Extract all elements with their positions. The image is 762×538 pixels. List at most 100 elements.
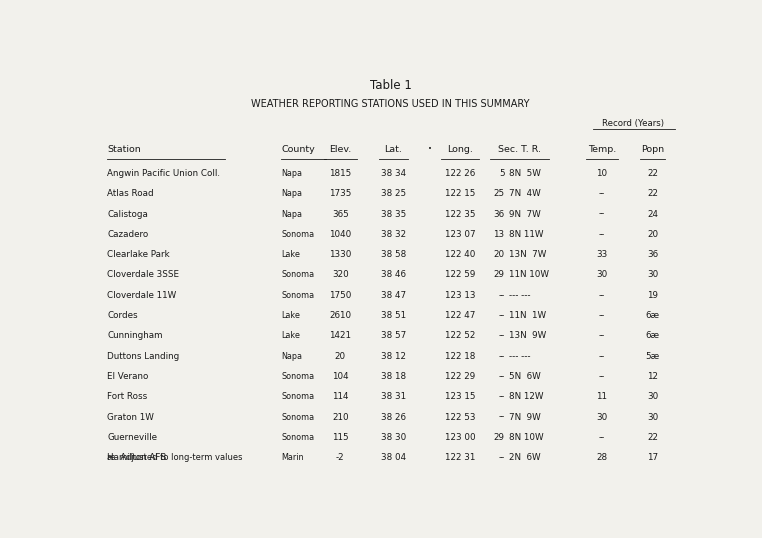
- Text: Napa: Napa: [281, 169, 303, 178]
- Text: Marin: Marin: [281, 453, 304, 462]
- Text: Sonoma: Sonoma: [281, 230, 315, 239]
- Text: 6æ: 6æ: [645, 311, 660, 320]
- Text: Cloverdale 3SSE: Cloverdale 3SSE: [107, 271, 179, 279]
- Text: 122 35: 122 35: [445, 209, 475, 218]
- Text: 36: 36: [493, 209, 504, 218]
- Text: 30: 30: [647, 413, 658, 422]
- Text: 38 30: 38 30: [381, 433, 406, 442]
- Text: 1040: 1040: [329, 230, 351, 239]
- Text: 20: 20: [335, 352, 346, 360]
- Text: Angwin Pacific Union Coll.: Angwin Pacific Union Coll.: [107, 169, 220, 178]
- Text: 11N 10W: 11N 10W: [509, 271, 549, 279]
- Text: 38 18: 38 18: [381, 372, 406, 381]
- Text: --: --: [498, 331, 504, 341]
- Text: 1421: 1421: [329, 331, 351, 341]
- Text: 1750: 1750: [329, 291, 351, 300]
- Text: 122 59: 122 59: [445, 271, 475, 279]
- Text: Hamilton AFB: Hamilton AFB: [107, 453, 166, 462]
- Text: 2N  6W: 2N 6W: [509, 453, 540, 462]
- Text: 210: 210: [332, 413, 349, 422]
- Text: Napa: Napa: [281, 209, 303, 218]
- Text: 19: 19: [647, 291, 658, 300]
- Text: 8N 12W: 8N 12W: [509, 392, 543, 401]
- Text: Lake: Lake: [281, 331, 300, 341]
- Text: 25: 25: [493, 189, 504, 198]
- Text: 17: 17: [647, 453, 658, 462]
- Text: --: --: [498, 392, 504, 401]
- Text: --: --: [599, 230, 605, 239]
- Text: 11: 11: [597, 392, 607, 401]
- Text: 5: 5: [499, 169, 504, 178]
- Text: Clearlake Park: Clearlake Park: [107, 250, 170, 259]
- Text: 38 26: 38 26: [381, 413, 406, 422]
- Text: --: --: [599, 209, 605, 218]
- Text: County: County: [281, 145, 315, 154]
- Text: 9N  7W: 9N 7W: [509, 209, 540, 218]
- Text: 5æ: 5æ: [645, 352, 660, 360]
- Text: Long.: Long.: [447, 145, 473, 154]
- Text: --: --: [498, 453, 504, 462]
- Text: 122 53: 122 53: [445, 413, 475, 422]
- Text: 122 31: 122 31: [445, 453, 475, 462]
- Text: 38 58: 38 58: [381, 250, 406, 259]
- Text: 365: 365: [332, 209, 349, 218]
- Text: 11N  1W: 11N 1W: [509, 311, 546, 320]
- Text: 122 47: 122 47: [445, 311, 475, 320]
- Text: 2610: 2610: [329, 311, 351, 320]
- Text: 38 12: 38 12: [381, 352, 406, 360]
- Text: 104: 104: [332, 372, 349, 381]
- Text: --: --: [599, 311, 605, 320]
- Text: 1330: 1330: [329, 250, 351, 259]
- Text: Sonoma: Sonoma: [281, 291, 315, 300]
- Text: Cordes: Cordes: [107, 311, 138, 320]
- Text: --: --: [498, 372, 504, 381]
- Text: Guerneville: Guerneville: [107, 433, 157, 442]
- Text: 7N  4W: 7N 4W: [509, 189, 540, 198]
- Text: Sonoma: Sonoma: [281, 271, 315, 279]
- Text: 20: 20: [493, 250, 504, 259]
- Text: 8N 11W: 8N 11W: [509, 230, 543, 239]
- Text: 7N  9W: 7N 9W: [509, 413, 540, 422]
- Text: 123 15: 123 15: [445, 392, 475, 401]
- Text: 5N  6W: 5N 6W: [509, 372, 540, 381]
- Text: --: --: [498, 291, 504, 300]
- Text: 38 31: 38 31: [381, 392, 406, 401]
- Text: 38 25: 38 25: [381, 189, 406, 198]
- Text: --: --: [498, 413, 504, 422]
- Text: --: --: [599, 433, 605, 442]
- Text: 38 51: 38 51: [381, 311, 406, 320]
- Text: •: •: [428, 146, 432, 152]
- Text: 6æ: 6æ: [645, 331, 660, 341]
- Text: 22: 22: [647, 433, 658, 442]
- Text: 38 57: 38 57: [381, 331, 406, 341]
- Text: --: --: [498, 352, 504, 360]
- Text: 28: 28: [597, 453, 607, 462]
- Text: 13N  9W: 13N 9W: [509, 331, 546, 341]
- Text: Cazadero: Cazadero: [107, 230, 149, 239]
- Text: 123 00: 123 00: [445, 433, 475, 442]
- Text: 38 47: 38 47: [381, 291, 406, 300]
- Text: 38 34: 38 34: [381, 169, 406, 178]
- Text: Sonoma: Sonoma: [281, 413, 315, 422]
- Text: 30: 30: [597, 413, 607, 422]
- Text: 30: 30: [647, 271, 658, 279]
- Text: Temp.: Temp.: [588, 145, 616, 154]
- Text: 38 46: 38 46: [381, 271, 406, 279]
- Text: 8N  5W: 8N 5W: [509, 169, 540, 178]
- Text: 10: 10: [597, 169, 607, 178]
- Text: Station: Station: [107, 145, 141, 154]
- Text: 1735: 1735: [329, 189, 351, 198]
- Text: 122 15: 122 15: [445, 189, 475, 198]
- Text: --: --: [599, 372, 605, 381]
- Text: 123 13: 123 13: [445, 291, 475, 300]
- Text: Elev.: Elev.: [329, 145, 351, 154]
- Text: Calistoga: Calistoga: [107, 209, 148, 218]
- Text: Cunningham: Cunningham: [107, 331, 162, 341]
- Text: 12: 12: [647, 372, 658, 381]
- Text: --: --: [599, 331, 605, 341]
- Text: 30: 30: [647, 392, 658, 401]
- Text: 36: 36: [647, 250, 658, 259]
- Text: Lake: Lake: [281, 250, 300, 259]
- Text: 122 40: 122 40: [445, 250, 475, 259]
- Text: Sonoma: Sonoma: [281, 372, 315, 381]
